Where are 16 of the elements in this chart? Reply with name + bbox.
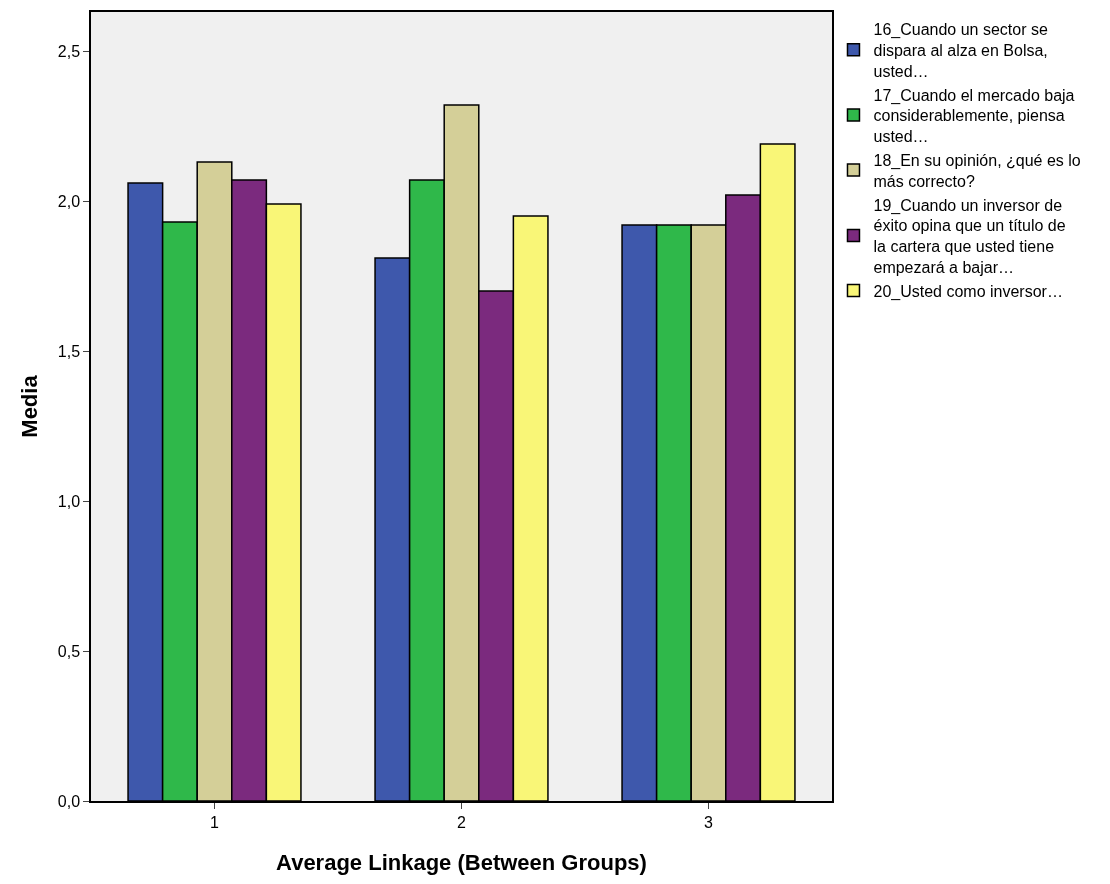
y-tick-label: 2,5 (57, 42, 81, 60)
x-axis-title: Average Linkage (Between Groups) (276, 850, 647, 876)
y-tick-label: 1,0 (57, 492, 81, 510)
x-tick-label: 3 (704, 813, 714, 831)
legend-label: 18_En su opinión, ¿qué es lo más correcto? (873, 151, 1081, 190)
legend-label: 16_Cuando un sector se dispara al alza en Bolsa, usted… (873, 21, 1048, 80)
x-tick-label: 1 (210, 813, 220, 831)
y-tick-label: 0,0 (57, 792, 81, 810)
y-tick-label: 2,0 (57, 192, 81, 210)
legend-label: 17_Cuando el mercado baja considerablemente, piensa usted… (873, 86, 1075, 146)
x-tick-label: 2 (457, 813, 467, 831)
y-tick-label: 0,5 (57, 642, 81, 660)
legend-label: 20_Usted como inversor… (873, 282, 1063, 301)
y-tick-label: 1,5 (57, 342, 81, 360)
y-axis-title: Media (16, 374, 42, 438)
legend-label: 19_Cuando un inversor de éxito opina que un título de la cartera que usted tiene empezará a bajar… (873, 196, 1066, 276)
